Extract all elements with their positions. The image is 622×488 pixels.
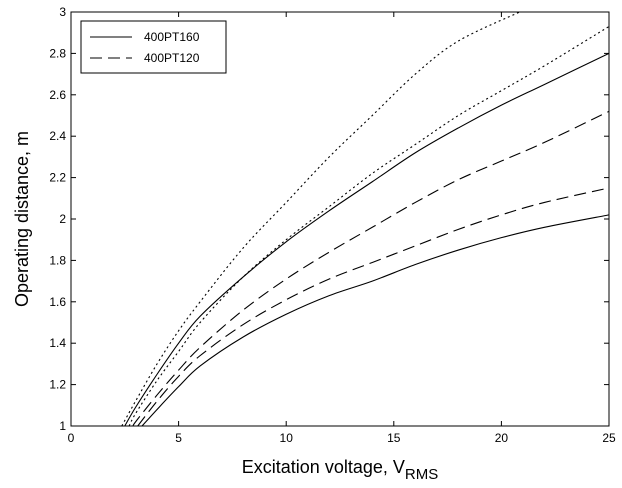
y-tick-label: 2.4 (49, 129, 66, 143)
y-tick-label: 2 (59, 212, 66, 226)
series-line-dotted-2 (128, 26, 610, 427)
series-line-dashed-5 (137, 187, 610, 427)
x-tick-label: 20 (495, 431, 509, 445)
legend-label-400pt120: 400PT120 (144, 51, 200, 65)
plot-area (70, 11, 610, 427)
x-axis-label-subscript: RMS (405, 466, 438, 483)
x-axis-ticks: 0 5 10 15 20 25 (68, 12, 616, 445)
series-line-dashed-4 (132, 110, 610, 427)
x-tick-label: 0 (68, 431, 75, 445)
x-tick-label: 5 (175, 431, 182, 445)
y-tick-label: 1.6 (49, 295, 66, 309)
x-tick-label: 10 (280, 431, 294, 445)
y-tick-label: 2.8 (49, 46, 66, 60)
y-axis-ticks: 1 1.2 1.4 1.6 1.8 2 2.2 2.4 2.6 2.8 3 (49, 5, 609, 433)
x-tick-label: 25 (602, 431, 616, 445)
y-tick-label: 3 (59, 5, 66, 19)
y-tick-label: 2.2 (49, 171, 66, 185)
y-tick-label: 1.8 (49, 253, 66, 267)
y-tick-label: 1.2 (49, 378, 66, 392)
legend: 400PT160 400PT120 (80, 20, 227, 74)
series-line-solid-3 (124, 52, 610, 427)
y-tick-label: 1.4 (49, 336, 66, 350)
y-tick-label: 2.6 (49, 88, 66, 102)
legend-label-400pt160: 400PT160 (144, 30, 200, 44)
series-line-solid-6 (141, 214, 610, 427)
x-tick-label: 15 (387, 431, 401, 445)
y-tick-label: 1 (59, 419, 66, 433)
x-axis-label: Excitation voltage, VRMS (242, 457, 438, 483)
legend-box (80, 20, 227, 74)
series-layer (121, 11, 610, 427)
x-axis-label-main: Excitation voltage, V (242, 457, 405, 477)
y-axis-label: Operating distance, m (12, 131, 32, 307)
